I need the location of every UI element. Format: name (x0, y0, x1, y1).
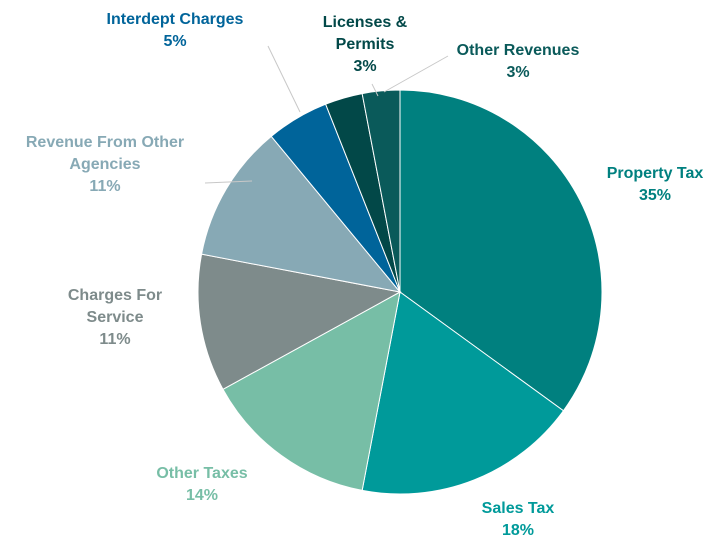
category-label: Revenue From Other Agencies (25, 134, 185, 173)
pie-slice (197, 253, 402, 390)
category-label: Other Revenues (456, 42, 580, 59)
value-label: 18% (501, 522, 535, 539)
slice-label: Other Taxes 14% (132, 463, 272, 507)
category-label: Licenses & Permits (322, 14, 408, 53)
slice-label: Sales Tax 18% (458, 498, 578, 542)
pie-slice (361, 291, 565, 495)
value-label: 5% (163, 33, 187, 50)
pie-slice (222, 291, 401, 492)
slice-label: Licenses & Permits 3% (320, 12, 410, 78)
slice-label: Interdept Charges 5% (80, 9, 270, 53)
category-label: Property Tax (606, 165, 704, 182)
value-label: 35% (638, 187, 672, 204)
pie-slice (399, 89, 603, 412)
slice-label: Revenue From Other Agencies 11% (0, 132, 210, 198)
slice-label: Property Tax 35% (585, 163, 719, 207)
category-label: Charges For Service (67, 287, 163, 326)
category-label: Sales Tax (481, 500, 555, 517)
slice-label: Charges For Service 11% (60, 285, 170, 351)
pie-slice (361, 89, 401, 293)
slice-label: Other Revenues 3% (438, 40, 598, 84)
category-label: Other Taxes (156, 465, 248, 482)
category-label: Interdept Charges (106, 11, 244, 28)
pie-slice (200, 135, 402, 293)
value-label: 14% (185, 487, 219, 504)
value-label: 3% (506, 64, 530, 81)
value-label: 3% (353, 58, 377, 75)
leader-line (383, 55, 449, 93)
leader-line (204, 180, 253, 184)
leader-line (267, 45, 301, 113)
leader-line (371, 83, 379, 97)
value-label: 11% (89, 178, 121, 195)
value-label: 11% (99, 331, 131, 348)
